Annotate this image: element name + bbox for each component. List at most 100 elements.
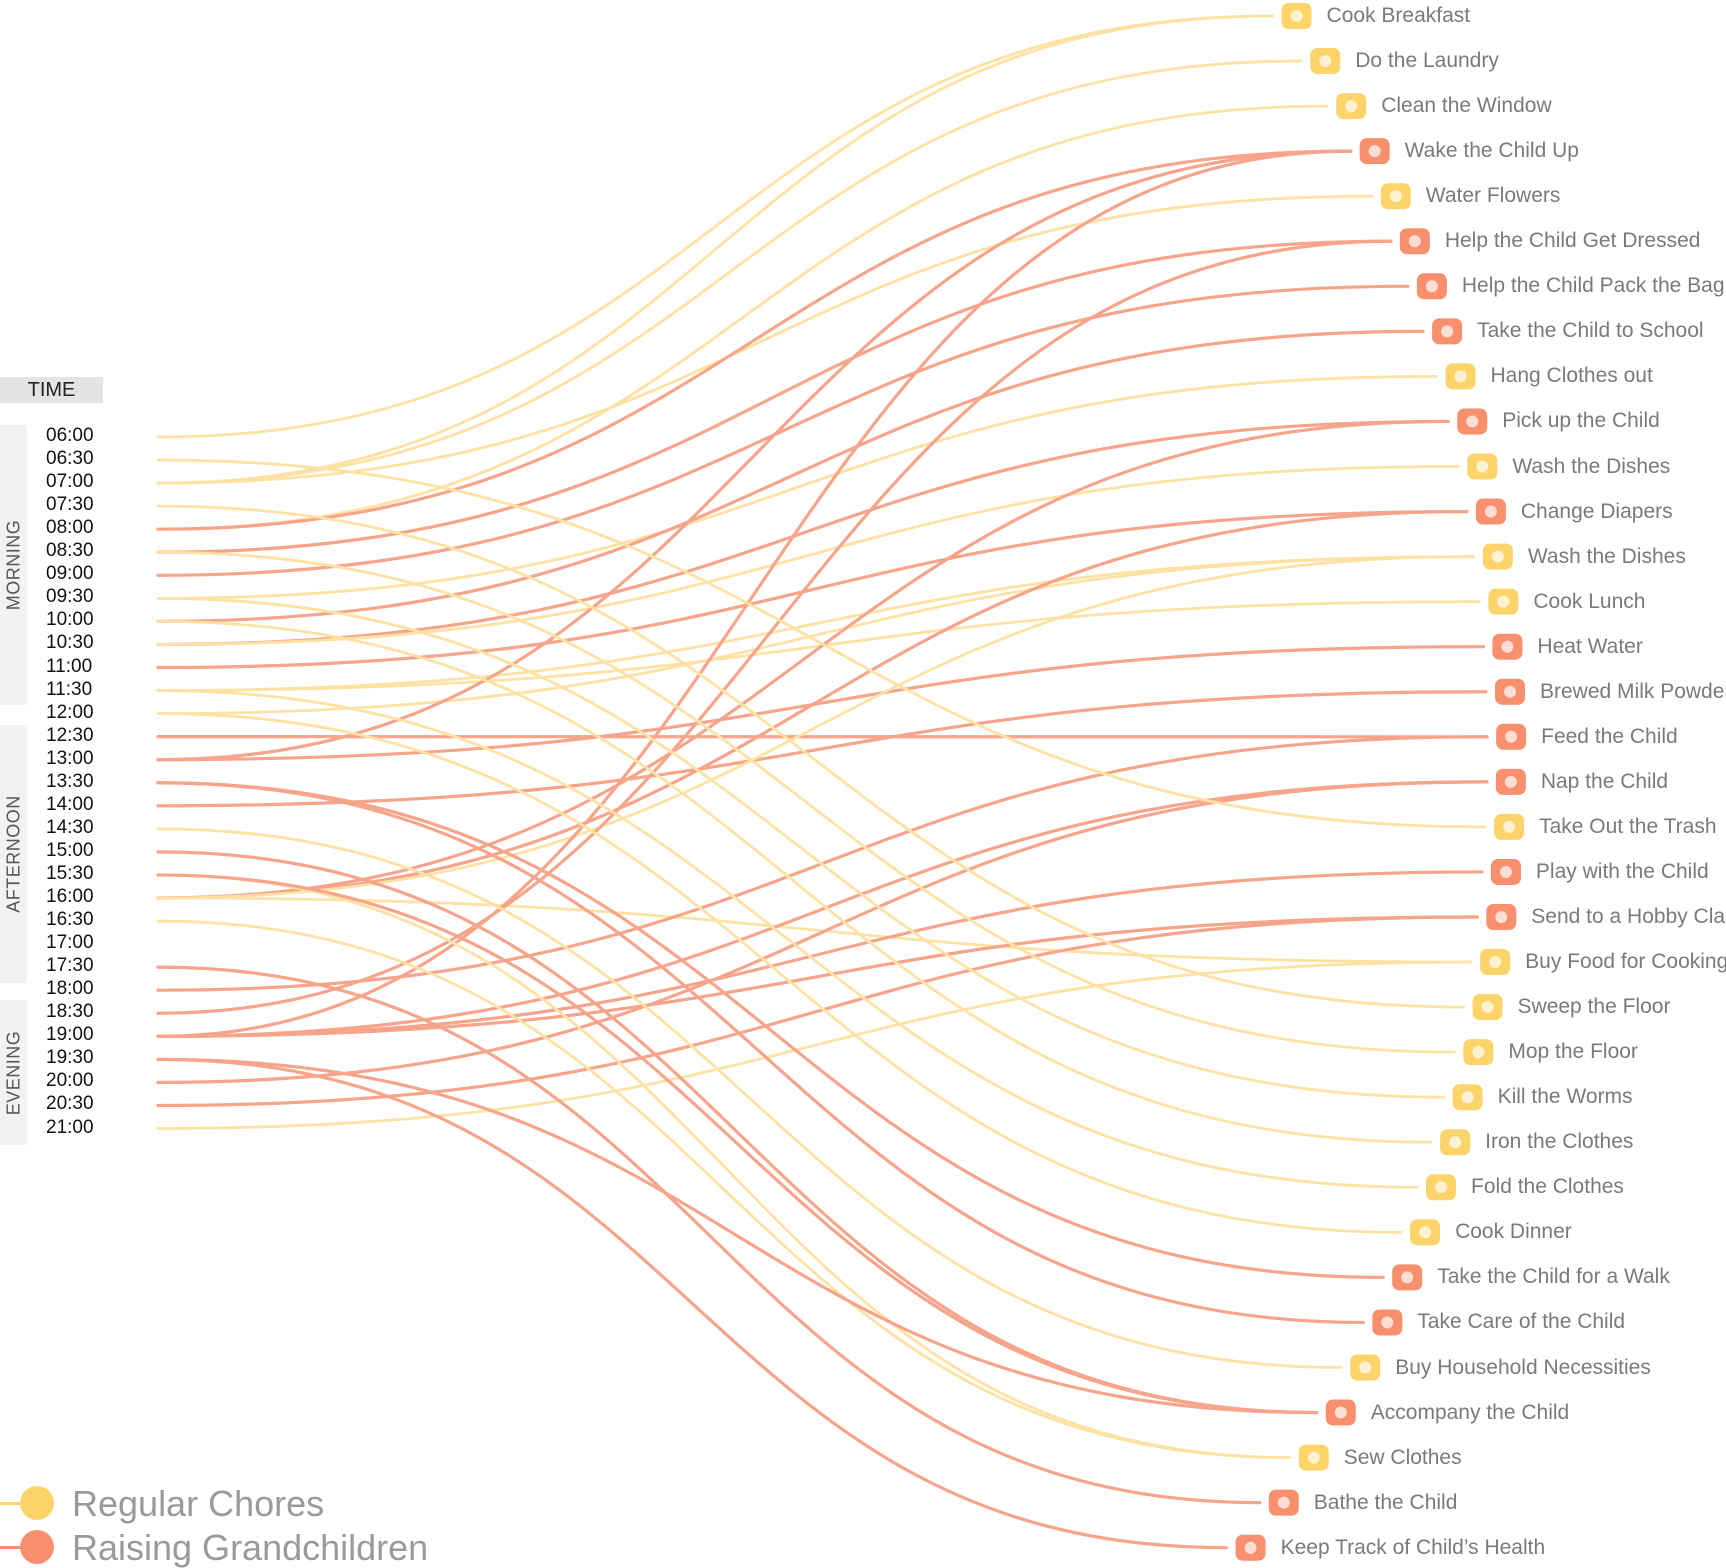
chore-label: Heat Water: [1537, 634, 1643, 658]
chef-hat-icon: [1488, 588, 1519, 615]
chore-label: Buy Food for Cooking: [1525, 950, 1726, 974]
chore-label: Play with the Child: [1535, 859, 1709, 883]
link-raising: [156, 965, 1262, 1505]
period-evening-label: EVENING: [3, 1030, 23, 1115]
crib-mobile-icon: [1495, 768, 1526, 795]
watering-can-icon: [1380, 183, 1411, 210]
chore-label: Sweep the Floor: [1517, 995, 1671, 1019]
time-label: 16:30: [46, 909, 94, 931]
link-raising: [156, 915, 1479, 1038]
chore-label: Wash the Dishes: [1512, 454, 1671, 478]
chore-label: Bathe the Child: [1313, 1490, 1458, 1514]
link-raising: [156, 690, 1488, 808]
link-regular: [156, 59, 1303, 485]
chore-label: Clean the Window: [1381, 94, 1552, 118]
link-raising: [156, 239, 1393, 554]
time-label: 07:00: [46, 471, 94, 493]
scooter-icon: [1457, 408, 1488, 435]
time-label: 14:00: [46, 793, 94, 815]
link-regular: [156, 960, 1473, 1130]
link-regular: [156, 919, 1292, 1459]
mother-child-icon: [1372, 1309, 1403, 1336]
time-label: 15:30: [46, 862, 94, 884]
chore-label: Accompany the Child: [1370, 1400, 1570, 1424]
link-regular: [156, 596, 1445, 1099]
chore-label: Buy Household Necessities: [1395, 1355, 1651, 1379]
legend-raising-label: Raising Grandchildren: [72, 1527, 429, 1568]
time-label: 17:00: [46, 932, 94, 954]
link-regular: [156, 555, 1476, 715]
time-label: 13:30: [46, 770, 94, 792]
link-raising: [156, 149, 1353, 1038]
link-raising: [156, 329, 1425, 623]
chore-label: Kill the Worms: [1497, 1085, 1633, 1109]
link-regular: [156, 465, 1460, 646]
chore-label: Take Care of the Child: [1417, 1310, 1626, 1334]
chore-label: Change Diapers: [1520, 499, 1673, 523]
time-label: 18:30: [46, 1001, 94, 1023]
ironing-board-icon: [1440, 1129, 1471, 1156]
shopping-cart-icon: [1350, 1354, 1381, 1381]
backpack-icon: [1416, 273, 1447, 300]
legend-raising-dot: [20, 1530, 54, 1564]
link-raising: [156, 781, 1385, 1279]
time-label: 11:00: [46, 655, 93, 677]
link-raising: [156, 780, 1489, 1084]
link-raising: [156, 645, 1486, 762]
chore-label: Cook Breakfast: [1326, 4, 1471, 27]
link-regular: [156, 104, 1329, 531]
link-regular: [156, 550, 1456, 1054]
link-raising: [156, 284, 1410, 577]
crawling-baby-icon: [1325, 1399, 1356, 1426]
time-label: 18:00: [46, 978, 94, 1000]
link-regular: [156, 375, 1438, 600]
washing-machine-icon: [1310, 48, 1341, 75]
chore-label: Take the Child to School: [1477, 319, 1704, 343]
chore-label: Fold the Clothes: [1471, 1175, 1624, 1199]
piano-icon: [1486, 904, 1517, 930]
link-raising: [156, 419, 1450, 647]
chef-hat-icon: [1410, 1219, 1441, 1246]
chore-label: Wash the Dishes: [1527, 544, 1686, 568]
chore-label: Iron the Clothes: [1485, 1130, 1634, 1154]
time-label: 07:30: [46, 494, 94, 516]
time-label: 06:00: [46, 425, 94, 446]
link-regular: [156, 827, 1343, 1369]
links-layer: [156, 14, 1489, 1550]
diaper-icon: [1475, 498, 1506, 525]
period-afternoon-label: AFTERNOON: [3, 795, 23, 913]
link-raising: [156, 1057, 1319, 1415]
link-regular: [156, 14, 1274, 439]
mop-icon: [1463, 1039, 1494, 1066]
link-raising: [156, 915, 1479, 1108]
chore-label: Nap the Child: [1540, 769, 1669, 793]
icons-layer: [1235, 3, 1527, 1561]
chore-label: Send to a Hobby Class: [1531, 905, 1726, 928]
legend-regular-tail: [0, 1502, 24, 1505]
evening-band: [0, 1000, 27, 1145]
link-raising: [156, 149, 1353, 762]
chore-label: Take the Child for a Walk: [1437, 1265, 1670, 1289]
link-regular: [156, 555, 1476, 692]
link-regular: [156, 600, 1481, 692]
time-label: 09:30: [46, 586, 94, 608]
school-building-icon: [1432, 318, 1463, 345]
time-label: 17:30: [46, 955, 94, 977]
link-regular: [156, 896, 1473, 964]
chore-label: Do the Laundry: [1355, 49, 1499, 73]
link-regular: [156, 458, 1487, 829]
link-raising: [156, 850, 1319, 1415]
chore-label: Wake the Child Up: [1404, 139, 1579, 163]
time-label: 13:00: [46, 747, 94, 769]
groceries-icon: [1480, 949, 1511, 976]
link-regular: [156, 14, 1274, 485]
chore-label: Pick up the Child: [1502, 409, 1660, 433]
time-label: 08:00: [46, 517, 94, 539]
chore-label: Sew Clothes: [1343, 1445, 1462, 1469]
legend-regular-label: Regular Chores: [72, 1483, 325, 1524]
link-regular: [156, 620, 1433, 1144]
chore-label: Hang Clothes out: [1490, 364, 1653, 388]
link-raising: [156, 1057, 1229, 1550]
baby-onesie-icon: [1399, 228, 1430, 255]
